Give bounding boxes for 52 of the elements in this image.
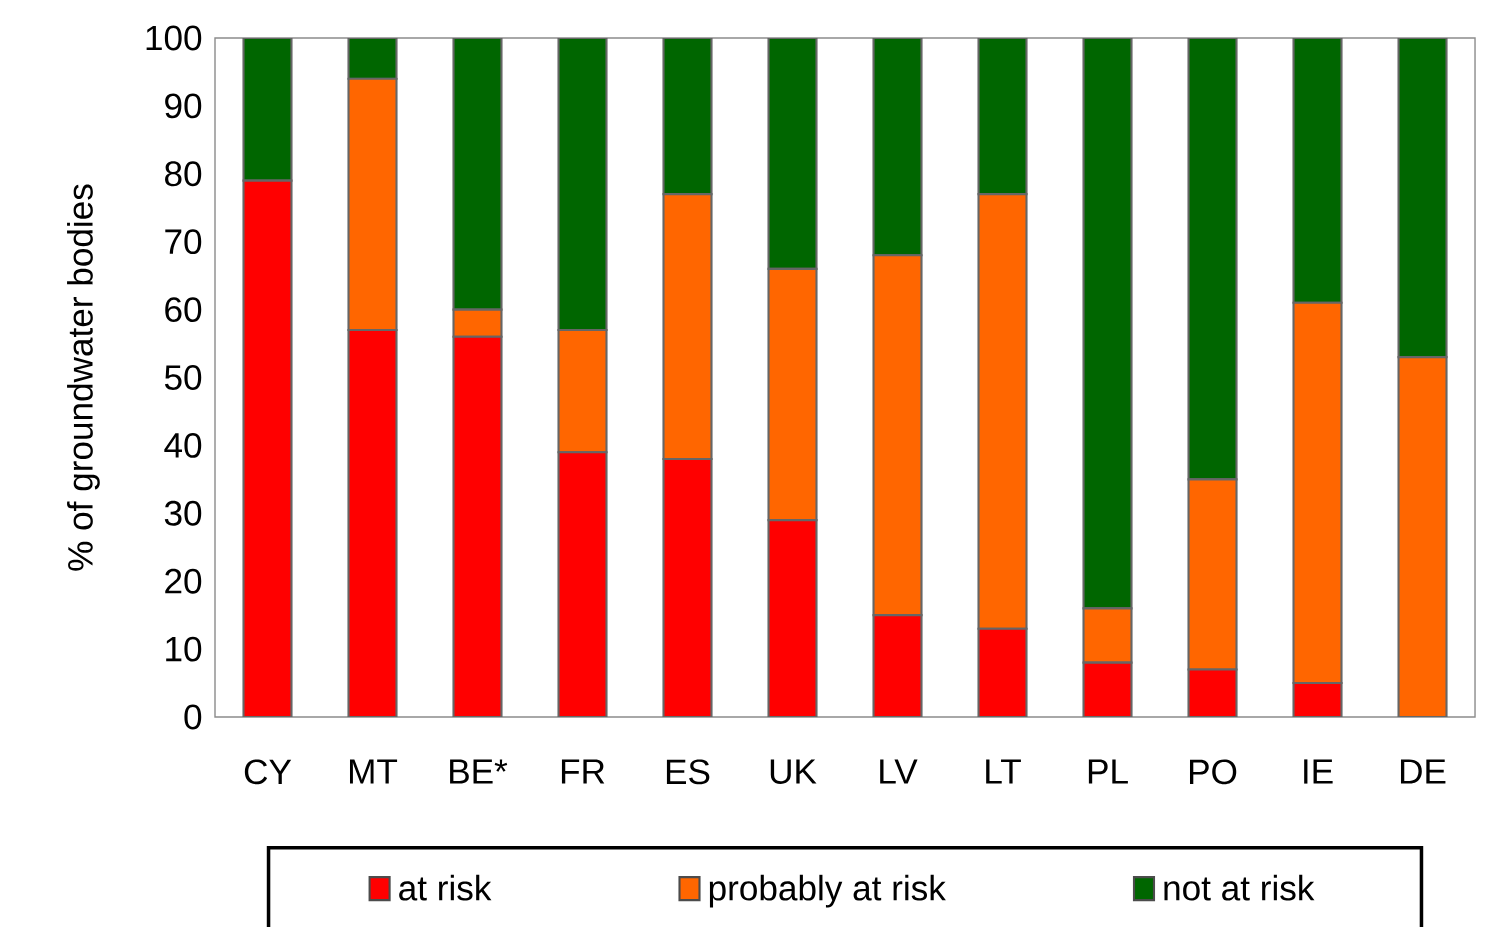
y-tick-label: 10 xyxy=(166,636,202,662)
y-axis-title: % of groundwater bodies xyxy=(67,184,100,571)
y-tick-label: 90 xyxy=(165,93,202,119)
y-tick-label: 40 xyxy=(164,432,202,458)
x-tick-label: LV xyxy=(880,759,918,784)
bar xyxy=(662,37,713,196)
bar xyxy=(767,519,818,717)
bar xyxy=(1397,37,1448,359)
bar xyxy=(1187,37,1238,481)
bar xyxy=(872,37,923,257)
y-tick-label: 100 xyxy=(146,25,202,51)
bar xyxy=(242,179,293,717)
bar xyxy=(767,267,818,522)
legend-label: at risk xyxy=(399,874,492,901)
x-tick-label: DE xyxy=(1400,759,1446,784)
x-tick-label: CY xyxy=(244,759,292,785)
bar xyxy=(347,328,398,717)
bar xyxy=(767,37,818,270)
bar xyxy=(452,335,503,717)
y-tick-label: 0 xyxy=(184,704,202,730)
x-tick-label: FR xyxy=(561,759,605,784)
bar xyxy=(347,37,398,80)
y-tick-label: 60 xyxy=(165,297,202,323)
bar xyxy=(1292,37,1343,304)
x-tick-label: BE* xyxy=(450,759,508,784)
bar xyxy=(1082,37,1133,610)
y-tick-label: 80 xyxy=(165,161,202,187)
legend-label: not at risk xyxy=(1164,874,1315,901)
bar xyxy=(452,308,503,338)
bar xyxy=(557,451,608,717)
x-tick-label: ES xyxy=(666,759,710,785)
bar xyxy=(977,627,1028,717)
x-tick-label: LT xyxy=(986,759,1021,784)
legend-label: probably at risk xyxy=(709,874,946,908)
bar xyxy=(662,193,713,461)
bar xyxy=(662,457,713,717)
x-tick-label: PL xyxy=(1088,759,1128,784)
x-tick-label: IE xyxy=(1304,759,1333,784)
y-tick-label: 50 xyxy=(164,365,202,390)
bar xyxy=(977,37,1028,196)
bar xyxy=(1082,661,1133,717)
y-tick-label: 70 xyxy=(165,229,202,255)
bar xyxy=(557,328,608,454)
x-tick-label: PO xyxy=(1189,759,1237,785)
bar xyxy=(452,37,503,311)
bar xyxy=(872,614,923,717)
y-tick-label: 20 xyxy=(165,568,202,594)
x-tick-label: MT xyxy=(350,759,398,784)
bar xyxy=(242,37,293,182)
x-tick-label: UK xyxy=(770,759,817,784)
bar xyxy=(557,37,608,332)
y-tick-label: 30 xyxy=(164,500,202,526)
